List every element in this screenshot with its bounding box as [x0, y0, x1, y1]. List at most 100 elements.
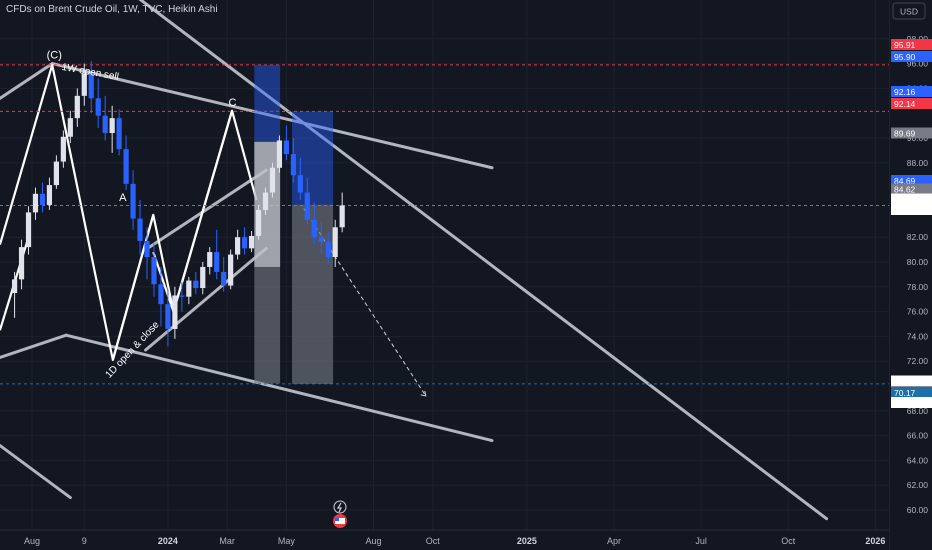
candle[interactable]	[339, 192, 345, 233]
candle-body	[151, 257, 157, 285]
candle[interactable]	[297, 157, 303, 200]
price-tag-84-56[interactable]: 84.56	[891, 193, 932, 205]
candle[interactable]	[318, 222, 324, 255]
candle[interactable]	[235, 229, 241, 260]
price-tag-label: 70.17	[894, 388, 916, 398]
wave-channel-upper[interactable]	[144, 168, 268, 252]
candle[interactable]	[290, 138, 296, 183]
candle[interactable]	[228, 249, 234, 290]
candle-body	[158, 284, 164, 305]
candle[interactable]	[304, 177, 310, 225]
price-tick-label: 60.00	[907, 505, 929, 515]
candle[interactable]	[165, 289, 171, 347]
price-tag-bg	[891, 39, 932, 50]
candle[interactable]	[25, 206, 32, 255]
candle[interactable]	[269, 162, 276, 198]
price-axis[interactable]: 98.0096.0094.0090.0088.0082.0080.0078.00…	[889, 0, 932, 550]
candle[interactable]	[46, 177, 53, 210]
currency-label: USD	[900, 7, 918, 17]
candle[interactable]	[325, 232, 331, 265]
candle[interactable]	[137, 200, 143, 255]
price-tick-label: 74.00	[907, 331, 929, 341]
price-tick-label: 66.00	[907, 431, 929, 441]
candle[interactable]	[18, 239, 25, 290]
price-tag-label: 70.10	[894, 398, 916, 408]
candle-body	[318, 237, 324, 243]
price-tag-70-10[interactable]: 70.10	[891, 397, 932, 408]
candle[interactable]	[60, 130, 66, 168]
candle[interactable]	[283, 125, 290, 161]
candle[interactable]	[221, 257, 227, 292]
candle[interactable]	[53, 155, 59, 189]
wave-segment-b[interactable]	[152, 251, 175, 312]
candle[interactable]	[39, 182, 46, 213]
candle[interactable]	[81, 63, 87, 106]
price-tag-92-14[interactable]: 92.14	[891, 98, 932, 109]
trendline-bottom-left[interactable]	[0, 444, 72, 500]
price-tag-89-69[interactable]: 89.69	[891, 127, 932, 139]
wave-channel-lower[interactable]	[144, 246, 268, 352]
candle[interactable]	[130, 170, 136, 230]
candle[interactable]	[207, 247, 213, 275]
candle[interactable]	[102, 95, 108, 141]
candle[interactable]	[255, 204, 262, 240]
candle[interactable]	[179, 281, 185, 312]
candle[interactable]	[11, 271, 18, 318]
candle[interactable]	[116, 109, 122, 156]
candle[interactable]	[332, 219, 338, 267]
label-c[interactable]: C	[229, 97, 237, 109]
trendline-lower-left[interactable]	[0, 333, 68, 359]
candle[interactable]	[151, 243, 157, 297]
trendline-upper-left[interactable]	[0, 62, 54, 100]
candle[interactable]	[67, 110, 73, 143]
price-tag-84-69[interactable]: 84.69	[891, 175, 932, 186]
price-tag-92-16[interactable]: 92.16	[891, 86, 932, 97]
price-tag-95-91[interactable]: 95.91	[891, 39, 932, 50]
candle[interactable]	[200, 262, 206, 295]
time-tick-label: May	[278, 536, 296, 546]
candle[interactable]	[74, 88, 80, 127]
label-a[interactable]: A	[119, 192, 127, 204]
candle[interactable]	[276, 135, 283, 173]
candle[interactable]	[186, 276, 192, 305]
price-tick-label: 98.00	[907, 34, 929, 44]
candle-body	[269, 167, 276, 193]
price-tag-70-17[interactable]: 70.17	[891, 387, 932, 398]
trendline-lower-channel[interactable]	[64, 333, 494, 443]
price-tag-label: 70.21	[894, 377, 916, 387]
short-position-1[interactable]	[254, 64, 281, 384]
candle-body	[74, 95, 80, 119]
label-1d-open-close[interactable]: 1D open & close	[104, 319, 162, 380]
candle-body	[95, 98, 101, 116]
wave-segment-c[interactable]	[172, 110, 234, 312]
trendline-upper-channel[interactable]	[50, 62, 494, 170]
candle[interactable]	[262, 187, 269, 215]
price-tag-84-62[interactable]: 84.62	[891, 183, 932, 195]
price-tag-bg	[891, 86, 932, 97]
candle-body	[214, 252, 220, 272]
candle[interactable]	[32, 187, 39, 220]
currency-button[interactable]: USD	[892, 2, 926, 20]
candle[interactable]	[248, 231, 255, 253]
trendline-long-down[interactable]	[118, 0, 829, 521]
candle[interactable]	[311, 202, 317, 245]
us-flag-events-icon[interactable]	[333, 514, 347, 528]
candle[interactable]	[88, 61, 94, 114]
candle[interactable]	[158, 266, 164, 327]
label-c-wave[interactable]: (C)	[47, 50, 62, 62]
candle[interactable]	[172, 286, 178, 339]
candle[interactable]	[241, 227, 248, 255]
candle[interactable]	[193, 271, 199, 295]
lightning-icon[interactable]	[333, 500, 347, 514]
price-tag-bg	[891, 175, 932, 186]
candle[interactable]	[214, 229, 220, 280]
candle[interactable]	[123, 135, 129, 191]
candle[interactable]	[109, 105, 115, 153]
elliott-wave-path[interactable]	[0, 63, 258, 362]
price-tag-70-21[interactable]: 70.21	[891, 375, 932, 387]
candle[interactable]	[95, 78, 101, 129]
candle[interactable]	[144, 227, 150, 280]
stop-zone[interactable]	[254, 64, 281, 142]
price-tag-95-90[interactable]: 95.90	[891, 51, 932, 62]
